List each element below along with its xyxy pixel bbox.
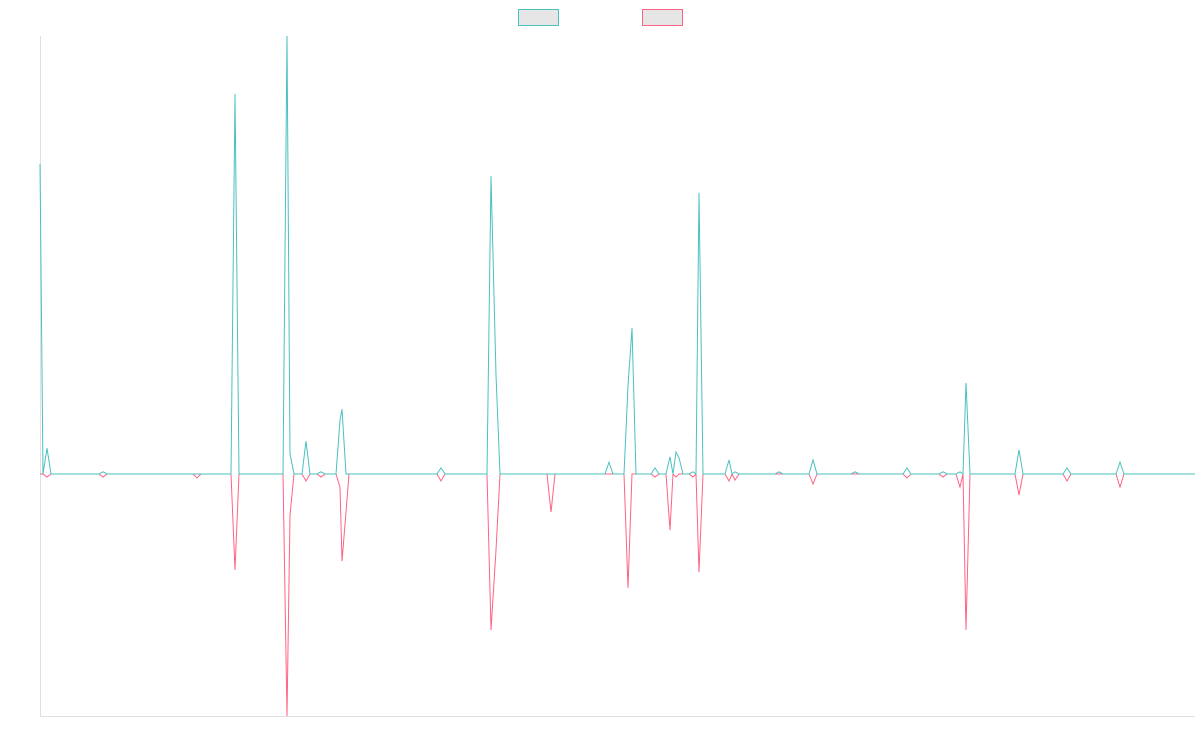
- series-line: [40, 472, 1195, 717]
- legend: [518, 9, 683, 26]
- legend-swatch[interactable]: [642, 9, 683, 26]
- plot-area: [39, 35, 1195, 717]
- legend-swatch[interactable]: [518, 9, 559, 26]
- series-line: [39, 35, 1195, 475]
